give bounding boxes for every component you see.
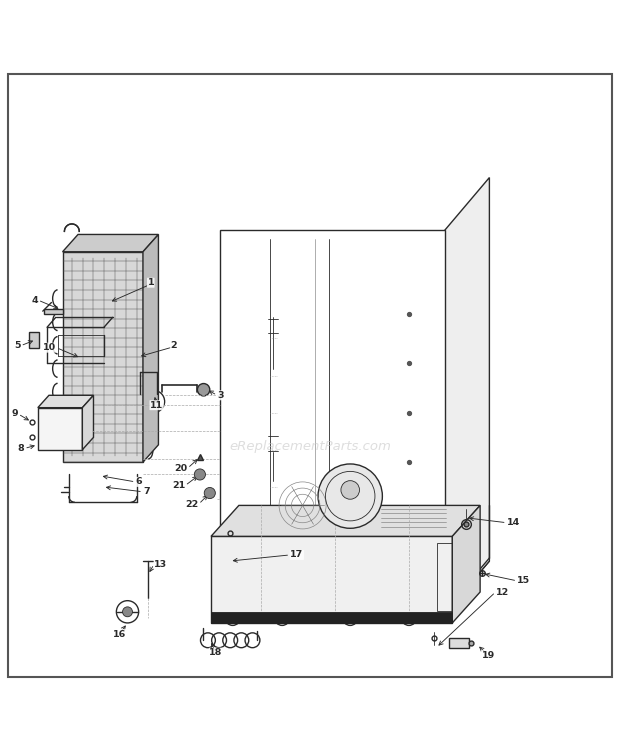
Text: 14: 14	[507, 518, 520, 527]
Text: 9: 9	[11, 409, 18, 418]
Text: 12: 12	[495, 587, 509, 596]
Polygon shape	[211, 612, 452, 623]
Polygon shape	[220, 230, 445, 614]
Polygon shape	[82, 395, 94, 450]
Text: 11: 11	[150, 401, 163, 410]
Text: 5: 5	[14, 341, 20, 350]
Polygon shape	[452, 505, 480, 623]
Circle shape	[123, 607, 133, 617]
Text: 10: 10	[43, 343, 56, 352]
Polygon shape	[29, 332, 39, 348]
Circle shape	[204, 487, 215, 499]
Text: 7: 7	[143, 487, 149, 496]
Text: 17: 17	[290, 550, 303, 559]
Polygon shape	[38, 408, 82, 450]
Text: 6: 6	[136, 478, 142, 487]
Text: 15: 15	[517, 576, 530, 585]
Polygon shape	[63, 252, 143, 462]
Text: 16: 16	[113, 629, 126, 638]
Polygon shape	[143, 234, 159, 462]
Circle shape	[341, 481, 360, 499]
Text: 13: 13	[154, 559, 167, 569]
Polygon shape	[63, 234, 159, 252]
Polygon shape	[220, 561, 489, 614]
Text: 21: 21	[172, 481, 185, 490]
Text: 19: 19	[482, 650, 495, 659]
Circle shape	[318, 464, 383, 528]
Polygon shape	[445, 177, 489, 614]
Text: 8: 8	[17, 444, 24, 453]
Text: 4: 4	[31, 296, 38, 304]
Text: 20: 20	[174, 464, 187, 473]
Text: 1: 1	[148, 278, 154, 287]
Text: 22: 22	[185, 499, 198, 508]
Circle shape	[197, 384, 210, 396]
Text: eReplacementParts.com: eReplacementParts.com	[229, 440, 391, 453]
Text: 18: 18	[210, 648, 223, 657]
Polygon shape	[211, 505, 480, 536]
Polygon shape	[38, 395, 94, 408]
Circle shape	[194, 469, 205, 480]
Polygon shape	[44, 309, 63, 314]
Text: 3: 3	[217, 391, 224, 400]
Text: 2: 2	[170, 341, 177, 350]
Bar	[449, 638, 469, 647]
Polygon shape	[211, 536, 452, 623]
